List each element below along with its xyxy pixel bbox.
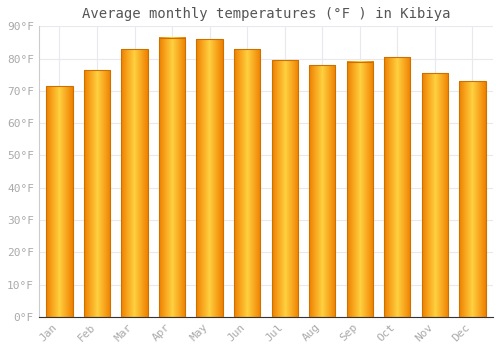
Bar bbox=[422, 73, 448, 317]
Bar bbox=[84, 70, 110, 317]
Bar bbox=[196, 39, 223, 317]
Bar bbox=[272, 60, 298, 317]
Title: Average monthly temperatures (°F ) in Kibiya: Average monthly temperatures (°F ) in Ki… bbox=[82, 7, 450, 21]
Bar bbox=[234, 49, 260, 317]
Bar bbox=[46, 86, 72, 317]
Bar bbox=[159, 37, 185, 317]
Bar bbox=[384, 57, 410, 317]
Bar bbox=[346, 62, 373, 317]
Bar bbox=[122, 49, 148, 317]
Bar bbox=[309, 65, 336, 317]
Bar bbox=[460, 81, 485, 317]
